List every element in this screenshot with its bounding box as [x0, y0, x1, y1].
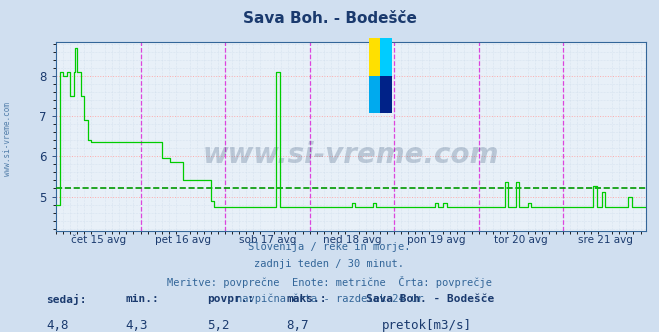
Text: pretok[m3/s]: pretok[m3/s]: [382, 319, 473, 332]
Text: Meritve: povprečne  Enote: metrične  Črta: povprečje: Meritve: povprečne Enote: metrične Črta:…: [167, 276, 492, 288]
Text: 4,3: 4,3: [125, 319, 148, 332]
Text: 5,2: 5,2: [208, 319, 230, 332]
Text: Sava Boh. - Bodešče: Sava Boh. - Bodešče: [243, 11, 416, 26]
Text: navpična črta - razdelek 24 ur: navpična črta - razdelek 24 ur: [236, 293, 423, 304]
Text: 8,7: 8,7: [287, 319, 309, 332]
Text: 4,8: 4,8: [46, 319, 69, 332]
Text: maks.:: maks.:: [287, 294, 327, 304]
Bar: [368, 38, 380, 76]
Text: povpr.:: povpr.:: [208, 294, 255, 304]
Text: Sava Boh. - Bodešče: Sava Boh. - Bodešče: [366, 294, 494, 304]
Text: Slovenija / reke in morje.: Slovenija / reke in morje.: [248, 242, 411, 252]
Bar: [380, 76, 391, 114]
Text: www.si-vreme.com: www.si-vreme.com: [203, 141, 499, 169]
Text: sedaj:: sedaj:: [46, 294, 86, 305]
Text: zadnji teden / 30 minut.: zadnji teden / 30 minut.: [254, 259, 405, 269]
Text: min.:: min.:: [125, 294, 159, 304]
Bar: [380, 38, 391, 76]
Bar: [368, 76, 380, 114]
Text: www.si-vreme.com: www.si-vreme.com: [3, 103, 13, 176]
